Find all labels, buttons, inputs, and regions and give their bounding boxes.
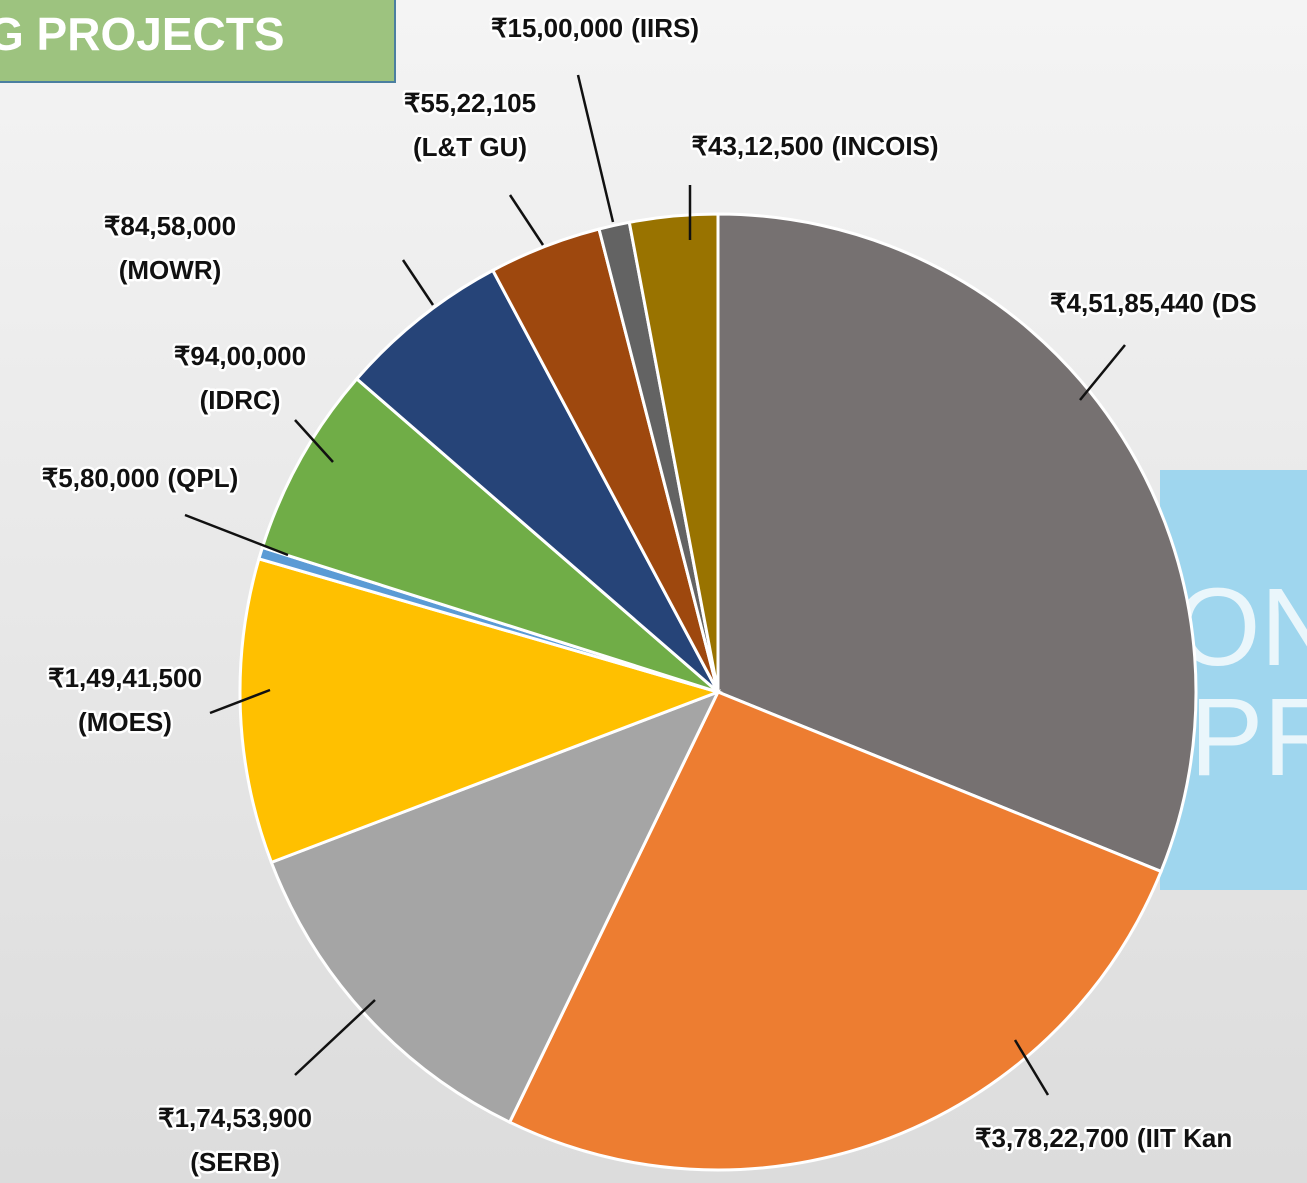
banner-box (0, 0, 396, 83)
value-label: ₹1,74,53,900 (158, 1103, 312, 1133)
data-label: ₹3,78,22,700 (IIT Kan (975, 1123, 1232, 1153)
value-label: ₹43,12,500 (691, 131, 823, 161)
pie-slice (238, 557, 723, 865)
value-label: ₹4,51,85,440 (1050, 288, 1204, 318)
category-label: (IIT Kan (1137, 1123, 1232, 1153)
pie-slice (716, 212, 1198, 874)
pie-slice (627, 212, 720, 693)
category-label: (MOWR) (119, 255, 222, 285)
value-label: ₹94,00,000 (174, 341, 306, 371)
data-label: ₹55,22,105 (L&T GU) (404, 88, 536, 162)
data-label: ₹1,74,53,900 (SERB) (158, 1103, 312, 1177)
labels: ₹4,51,85,440 (DS ₹3,78,22,700 (IIT Kan ₹1,74… (39, 10, 1259, 1179)
pie (238, 212, 1198, 1172)
data-label: ₹5,80,000 (QPL) (42, 463, 239, 493)
leader-line (1079, 344, 1126, 401)
pie-slice (260, 376, 719, 694)
category-label: (INCOIS) (832, 131, 939, 161)
category-label: (IIRS) (631, 13, 699, 43)
leader-line (1013, 1039, 1050, 1096)
pie-slice (507, 690, 1163, 1172)
category-label: (SERB) (190, 1147, 280, 1177)
category-label: (DS (1212, 288, 1257, 318)
value-label: ₹1,49,41,500 (48, 663, 202, 693)
data-label: ₹15,00,000 (IIRS) (491, 13, 699, 43)
data-label: ₹4,51,85,440 (DS (1050, 288, 1257, 318)
leader-line (209, 688, 271, 715)
leader-line (576, 74, 615, 223)
value-label: ₹15,00,000 (491, 13, 623, 43)
leader-line (508, 194, 545, 246)
banner-title: G PROJECTS (0, 8, 285, 60)
leader-line (294, 999, 376, 1076)
category-label: (IDRC) (200, 385, 281, 415)
leader-line (184, 513, 289, 557)
data-label: ₹84,58,000 (MOWR) (104, 211, 236, 285)
side-text: PR (1190, 676, 1307, 799)
value-label: ₹5,80,000 (42, 463, 160, 493)
value-label: ₹3,78,22,700 (975, 1123, 1129, 1153)
value-label: ₹55,22,105 (404, 88, 536, 118)
category-label: (MOES) (78, 707, 172, 737)
pie-slice (269, 689, 721, 1125)
leader-line (294, 419, 334, 463)
data-label: ₹94,00,000 (IDRC) (174, 341, 306, 415)
side-text: ON (1175, 566, 1307, 689)
data-label: ₹1,49,41,500 (MOES) (48, 663, 202, 737)
category-label: (QPL) (167, 463, 238, 493)
pie-slice (354, 268, 720, 694)
value-label: ₹84,58,000 (104, 211, 236, 241)
data-label: ₹43,12,500 (INCOIS) (691, 131, 938, 161)
leader-line (401, 259, 435, 306)
category-label: (L&T GU) (413, 132, 527, 162)
